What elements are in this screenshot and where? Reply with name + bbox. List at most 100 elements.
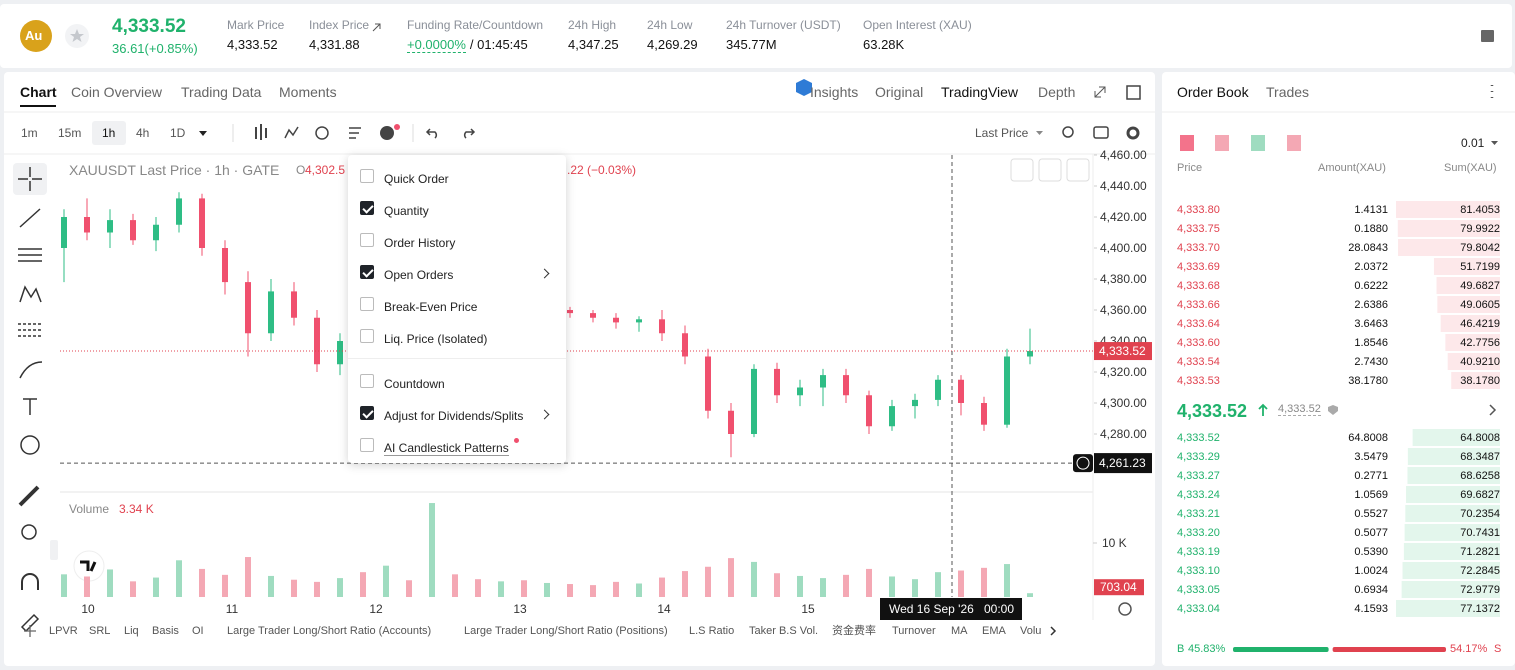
volume-bar: [935, 572, 941, 597]
menu-item[interactable]: Open Orders: [348, 262, 566, 286]
redo-icon[interactable]: [463, 128, 476, 139]
undo-icon[interactable]: [425, 128, 438, 139]
checkbox[interactable]: [360, 265, 374, 279]
checkbox[interactable]: [360, 406, 374, 420]
indicator[interactable]: Basis: [152, 625, 179, 637]
draw-lock-tool[interactable]: [20, 613, 40, 633]
volume-bar: [245, 557, 251, 597]
expand-icon[interactable]: [1094, 86, 1106, 98]
volume-bar: [61, 574, 67, 597]
line-tool[interactable]: [19, 208, 41, 228]
indicator[interactable]: MA: [951, 625, 968, 637]
interval[interactable]: 1h: [102, 126, 116, 140]
add-indicator[interactable]: [24, 625, 36, 637]
checkbox[interactable]: [360, 374, 374, 388]
interval[interactable]: 15m: [58, 126, 82, 140]
indicator-icon[interactable]: [284, 126, 299, 139]
template-icon[interactable]: [349, 127, 361, 139]
indicator[interactable]: SRL: [89, 625, 111, 637]
indicator[interactable]: 资金费率: [832, 625, 876, 637]
settings-icon[interactable]: [1126, 126, 1140, 140]
book-layout-icon[interactable]: [1251, 135, 1265, 151]
dropdown-caret[interactable]: [199, 131, 207, 136]
pattern-tool[interactable]: [19, 285, 42, 303]
checkbox[interactable]: [360, 438, 374, 452]
emoji-tool[interactable]: [20, 435, 40, 455]
price-type[interactable]: Last Price: [975, 126, 1029, 140]
indicator[interactable]: Large Trader Long/Short Ratio (Accounts): [227, 625, 432, 637]
legend-button[interactable]: [1010, 158, 1034, 182]
checkbox[interactable]: [360, 169, 374, 183]
indicator[interactable]: Taker B.S Vol.: [749, 625, 819, 637]
indicator[interactable]: L.S Ratio: [689, 625, 735, 637]
view-tab[interactable]: Original: [875, 84, 924, 100]
checkbox[interactable]: [360, 297, 374, 311]
view-tab[interactable]: Depth: [1038, 84, 1076, 100]
checkbox[interactable]: [360, 201, 374, 215]
book-layout-icon[interactable]: [1287, 135, 1301, 151]
book-tab[interactable]: Trades: [1266, 84, 1310, 100]
camera-icon[interactable]: [1093, 126, 1109, 139]
menu-item[interactable]: Quick Order: [348, 166, 566, 190]
chart-tab[interactable]: Trading Data: [181, 84, 262, 100]
interval[interactable]: 1m: [21, 126, 38, 140]
scroll-right[interactable]: [1050, 626, 1057, 636]
checkbox[interactable]: [360, 233, 374, 247]
crosshair-price-box: [1094, 453, 1152, 474]
candle-body: [935, 379, 941, 400]
collapse-tab[interactable]: [50, 540, 58, 560]
crosshair-tool[interactable]: [18, 167, 42, 191]
menu-item[interactable]: Break-Even Price: [348, 294, 566, 318]
legend-open-label: O: [296, 163, 306, 177]
add-icon[interactable]: [380, 126, 394, 140]
replay-icon[interactable]: [315, 126, 329, 140]
chart-tab[interactable]: Coin Overview: [71, 84, 163, 100]
interval[interactable]: 1D: [170, 126, 186, 140]
book-layout-icon[interactable]: [1180, 135, 1194, 151]
candle-type-icon[interactable]: [255, 124, 267, 140]
text-tool[interactable]: [23, 398, 37, 415]
reset-button[interactable]: [1118, 602, 1132, 616]
view-tab[interactable]: Insights: [810, 84, 859, 100]
menu-item[interactable]: Quantity: [348, 198, 566, 222]
indicator[interactable]: LPVR: [49, 625, 78, 637]
header-icon[interactable]: [1481, 30, 1494, 42]
dropdown-caret[interactable]: [1491, 141, 1498, 145]
dropdown-caret[interactable]: [1036, 131, 1043, 135]
menu-item[interactable]: Order History: [348, 230, 566, 254]
indicator[interactable]: OI: [192, 625, 204, 637]
candle-body: [682, 333, 688, 357]
search-icon[interactable]: [1062, 126, 1074, 138]
window-icon[interactable]: [1126, 85, 1141, 100]
indicator[interactable]: Large Trader Long/Short Ratio (Positions…: [464, 625, 668, 637]
checkbox[interactable]: [360, 329, 374, 343]
book-tab[interactable]: Order Book: [1177, 84, 1249, 100]
brush-tool[interactable]: [19, 361, 43, 379]
menu-item[interactable]: Adjust for Dividends/Splits: [348, 403, 566, 427]
more-arrow[interactable]: [1489, 404, 1497, 416]
interval[interactable]: 4h: [136, 126, 150, 140]
legend-button[interactable]: [1066, 158, 1090, 182]
ruler-tool[interactable]: [18, 485, 40, 507]
more-icon[interactable]: [107, 85, 1494, 98]
menu-item[interactable]: Liq. Price (Isolated): [348, 326, 566, 359]
chart-tab[interactable]: Chart: [20, 84, 57, 100]
indicator[interactable]: Liq: [124, 625, 139, 637]
menu-item[interactable]: Countdown: [348, 371, 566, 395]
link-icon: [372, 23, 381, 32]
y-tick-label: 4,460.00: [1100, 148, 1147, 162]
indicator[interactable]: EMA: [982, 625, 1006, 637]
legend-button[interactable]: [1038, 158, 1062, 182]
menu-item[interactable]: AI Candlestick Patterns: [348, 435, 566, 459]
indicator[interactable]: Turnover: [892, 625, 936, 637]
book-layout-icon[interactable]: [1215, 135, 1229, 151]
channel-tool[interactable]: [18, 248, 42, 262]
indicator[interactable]: Volu: [1020, 625, 1042, 637]
precision[interactable]: 0.01: [1461, 136, 1485, 150]
volume-bar: [1027, 593, 1033, 597]
zoom-tool[interactable]: [21, 524, 37, 540]
magnet-tool[interactable]: [21, 573, 39, 590]
chart-tab[interactable]: Moments: [279, 84, 337, 100]
fib-tool[interactable]: [18, 323, 42, 337]
view-tab[interactable]: TradingView: [941, 84, 1019, 100]
